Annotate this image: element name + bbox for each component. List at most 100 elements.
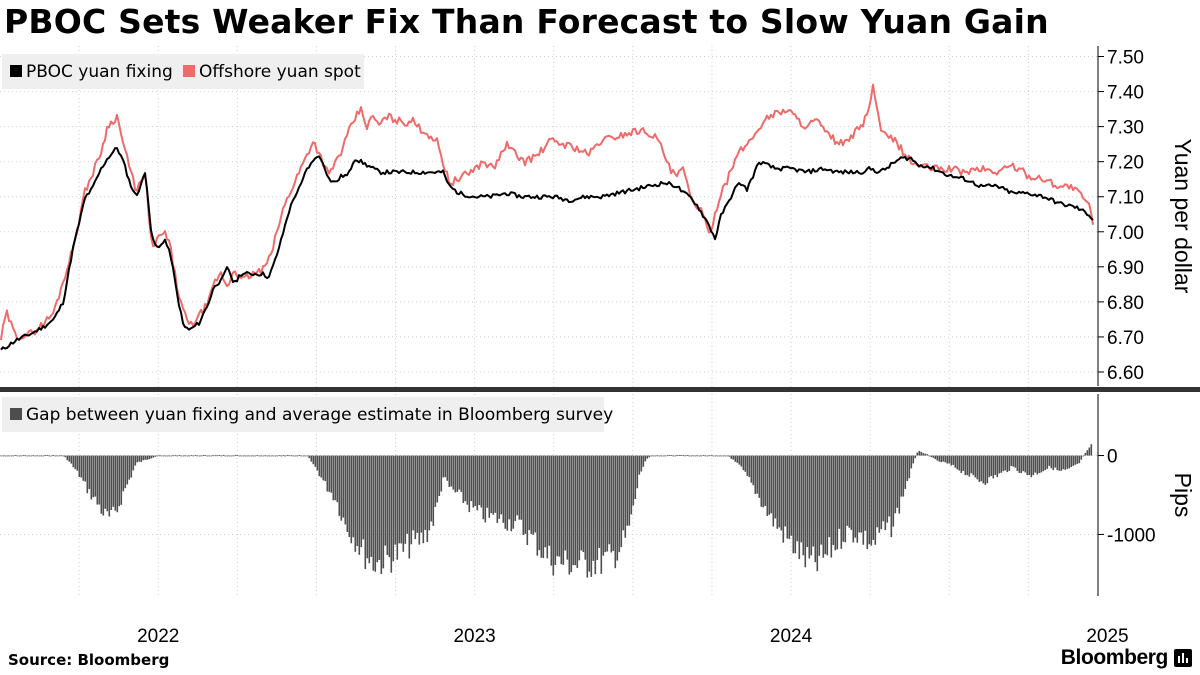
gap-bar (326, 455, 329, 492)
gap-bar (146, 455, 149, 460)
gap-bar (212, 455, 215, 457)
gap-bar (818, 455, 821, 556)
gap-bar (292, 455, 295, 457)
gap-bar (966, 455, 969, 476)
gap-bar (626, 455, 629, 526)
gap-bar (648, 455, 651, 458)
gap-bar (892, 455, 895, 527)
gap-bar (58, 455, 61, 457)
gap-bar (960, 455, 963, 473)
gap-bar (138, 455, 141, 462)
gap-bar (938, 455, 941, 462)
gap-bar (988, 455, 991, 478)
gap-bars (0, 444, 1093, 578)
gap-bar (28, 455, 31, 457)
gap-bar (562, 455, 565, 565)
gap-bar (430, 455, 433, 522)
gap-bar (224, 455, 227, 457)
gap-bar (164, 455, 167, 457)
gap-bar (172, 455, 175, 457)
gap-bar (442, 455, 445, 478)
gap-bar (798, 455, 801, 560)
gap-bar (620, 455, 623, 548)
gap-bar (310, 455, 313, 462)
gap-bar (860, 455, 863, 533)
gap-bar (848, 455, 851, 528)
gap-bar (108, 455, 111, 517)
gap-bar (1088, 447, 1091, 456)
gap-bar (372, 455, 375, 571)
gap-bar (508, 455, 511, 520)
gap-bar (500, 455, 503, 515)
gap-bar (1012, 455, 1015, 467)
gap-bar (404, 455, 407, 544)
gap-bar (974, 455, 977, 478)
gap-bar (406, 455, 409, 534)
gap-bar (1068, 455, 1071, 469)
gap-bar (884, 455, 887, 531)
gap-bar (96, 455, 99, 505)
gap-bar (656, 455, 659, 457)
gap-bar (40, 455, 43, 457)
gap-bar (140, 455, 143, 462)
gap-bar (918, 450, 921, 456)
gap-bar (176, 455, 179, 457)
gap-bar (1084, 452, 1087, 456)
gap-bar (234, 455, 237, 456)
gap-bar (1062, 455, 1065, 470)
gap-bar (388, 455, 391, 558)
gap-bar (514, 455, 517, 521)
gap-bar (286, 455, 289, 456)
gap-bar (824, 455, 827, 555)
price-lines (0, 83, 1094, 351)
gap-bar (332, 455, 335, 501)
gap-bar (128, 455, 131, 480)
gap-bar (312, 455, 315, 465)
gap-bar (486, 455, 489, 508)
gap-bar (760, 455, 763, 507)
gap-bar (686, 455, 689, 456)
gap-bar (454, 455, 457, 493)
gap-bar (298, 455, 301, 456)
gap-bar (554, 455, 557, 565)
gap-bar (926, 454, 929, 456)
gap-bar (542, 455, 545, 559)
gap-bar (688, 455, 691, 457)
gap-bar (624, 455, 627, 538)
chart-title: PBOC Sets Weaker Fix Than Forecast to Sl… (4, 2, 1049, 41)
gap-bar (596, 455, 599, 560)
legend-swatch (10, 408, 22, 420)
gap-bar (744, 455, 747, 472)
gap-bar (92, 455, 95, 498)
gap-bar (886, 455, 889, 523)
gap-bar (274, 455, 277, 457)
gap-bar (68, 455, 71, 462)
gap-bar (768, 455, 771, 515)
y-tick-label: 6.80 (1107, 293, 1144, 314)
source-note: Source: Bloomberg (8, 651, 170, 669)
gap-bar (676, 455, 679, 456)
gap-bar (1046, 455, 1049, 469)
gap-bar (978, 455, 981, 482)
gap-bar (470, 455, 473, 502)
gap-bar (632, 455, 635, 506)
gap-bar (1030, 455, 1033, 478)
x-tick-label: 2022 (137, 626, 179, 647)
gap-bar (316, 455, 319, 471)
gap-bar (586, 455, 589, 578)
gap-bar (410, 455, 413, 545)
gap-bar (538, 455, 541, 551)
gap-bar (272, 455, 275, 457)
gap-bar (650, 455, 653, 457)
gap-bar (156, 455, 159, 457)
gap-bar (522, 455, 525, 536)
gap-bar (170, 455, 173, 457)
gap-bar (850, 455, 853, 530)
gap-bar (56, 455, 59, 457)
gap-bar (598, 455, 601, 548)
y-axis-title: Yuan per dollar (1170, 139, 1196, 294)
gap-bar (350, 455, 353, 544)
gap-bar (192, 455, 195, 457)
gap-bar (972, 455, 975, 476)
gap-bar (878, 455, 881, 533)
